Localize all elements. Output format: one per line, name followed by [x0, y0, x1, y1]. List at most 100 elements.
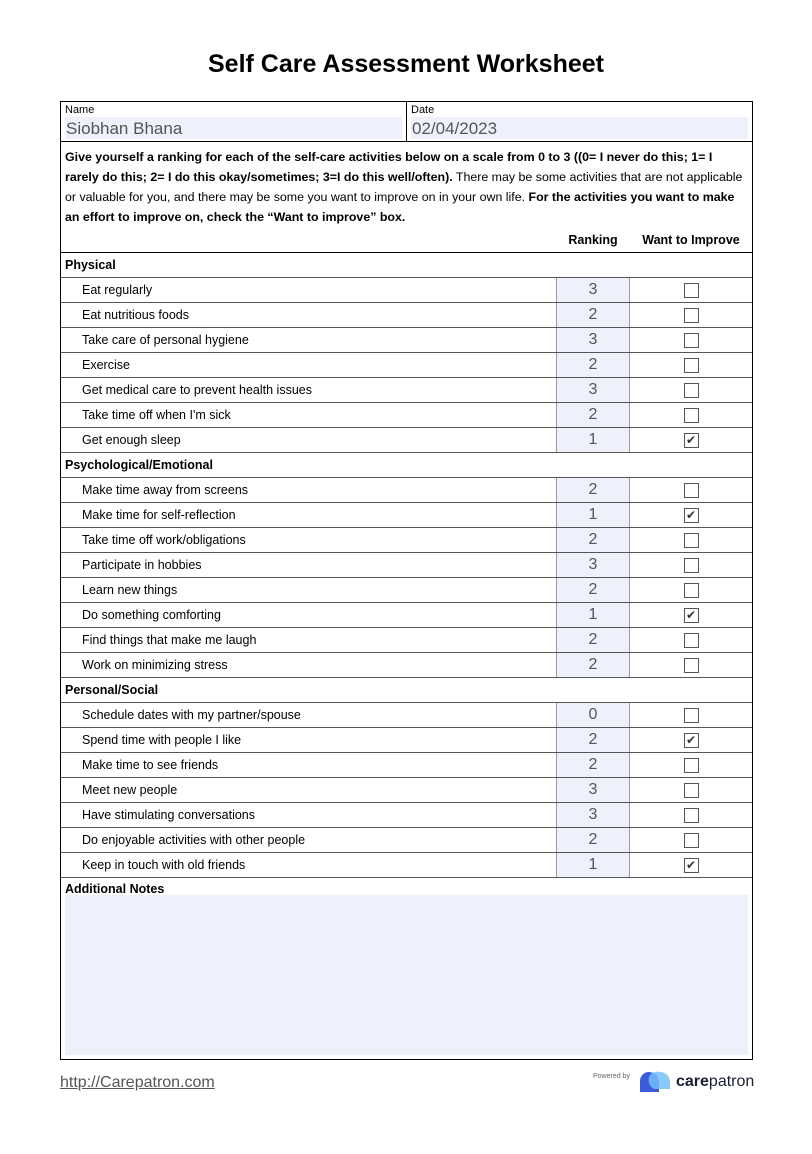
want-to-improve-checkbox[interactable]	[683, 757, 699, 773]
want-to-improve-checkbox[interactable]	[683, 807, 699, 823]
want-to-improve-checkbox[interactable]: ✔	[683, 507, 699, 523]
activity-label: Do something comforting	[82, 608, 221, 622]
activity-label: Eat nutritious foods	[82, 308, 190, 322]
section-header: Physical	[61, 253, 752, 278]
ranking-input[interactable]: 2	[556, 528, 630, 552]
improve-cell	[630, 628, 752, 652]
notes-input[interactable]	[65, 895, 748, 1055]
ranking-input[interactable]: 0	[556, 703, 630, 727]
want-to-improve-checkbox[interactable]	[683, 407, 699, 423]
carepatron-link[interactable]: http://Carepatron.com	[60, 1074, 215, 1091]
table-row: Have stimulating conversations 3	[61, 803, 752, 828]
want-to-improve-checkbox[interactable]	[683, 482, 699, 498]
improve-cell: ✔	[630, 428, 752, 452]
activity-label: Make time away from screens	[82, 483, 249, 497]
improve-cell: ✔	[630, 603, 752, 627]
improve-cell	[630, 278, 752, 302]
activity-label: Spend time with people I like	[82, 733, 242, 747]
ranking-input[interactable]: 2	[556, 403, 630, 427]
want-to-improve-checkbox[interactable]	[683, 582, 699, 598]
section-header: Psychological/Emotional	[61, 453, 752, 478]
ranking-input[interactable]: 2	[556, 353, 630, 377]
carepatron-logo-icon	[640, 1071, 670, 1092]
ranking-input[interactable]: 2	[556, 753, 630, 777]
brand-name: carepatron	[676, 1073, 755, 1090]
improve-cell	[630, 403, 752, 427]
activity-label: Participate in hobbies	[82, 558, 202, 572]
want-to-improve-checkbox[interactable]	[683, 332, 699, 348]
improve-cell: ✔	[630, 728, 752, 752]
improve-cell: ✔	[630, 853, 752, 877]
want-to-improve-checkbox[interactable]	[683, 632, 699, 648]
table-row: Take time off when I'm sick 2	[61, 403, 752, 428]
improve-cell	[630, 578, 752, 602]
want-to-improve-checkbox[interactable]	[683, 382, 699, 398]
date-field: Date 02/04/2023	[406, 102, 752, 141]
name-field: Name Siobhan Bhana	[61, 102, 406, 141]
table-row: Eat nutritious foods 2	[61, 303, 752, 328]
ranking-input[interactable]: 2	[556, 628, 630, 652]
improve-cell	[630, 828, 752, 852]
instructions-text: There may be some activities that are no…	[65, 170, 743, 204]
table-row: Make time to see friends 2	[61, 753, 752, 778]
improve-cell	[630, 753, 752, 777]
improve-cell	[630, 478, 752, 502]
improve-cell	[630, 778, 752, 802]
table-row: Take care of personal hygiene 3	[61, 328, 752, 353]
ranking-input[interactable]: 1	[556, 503, 630, 527]
want-to-improve-checkbox[interactable]	[683, 357, 699, 373]
ranking-input[interactable]: 2	[556, 478, 630, 502]
name-label: Name	[65, 104, 95, 116]
ranking-input[interactable]: 2	[556, 728, 630, 752]
want-to-improve-checkbox[interactable]	[683, 557, 699, 573]
want-to-improve-checkbox[interactable]	[683, 282, 699, 298]
want-to-improve-checkbox[interactable]: ✔	[683, 432, 699, 448]
ranking-input[interactable]: 3	[556, 378, 630, 402]
activity-label: Get medical care to prevent health issue…	[82, 383, 312, 397]
ranking-input[interactable]: 2	[556, 828, 630, 852]
activity-label: Eat regularly	[82, 283, 153, 297]
table-row: Meet new people 3	[61, 778, 752, 803]
activity-label: Keep in touch with old friends	[82, 858, 246, 872]
table-row: Make time away from screens 2	[61, 478, 752, 503]
instructions: Give yourself a ranking for each of the …	[61, 142, 752, 227]
activity-label: Learn new things	[82, 583, 178, 597]
activity-label: Find things that make me laugh	[82, 633, 257, 647]
want-to-improve-checkbox[interactable]: ✔	[683, 857, 699, 873]
name-input[interactable]: Siobhan Bhana	[65, 117, 402, 139]
ranking-input[interactable]: 3	[556, 778, 630, 802]
ranking-input[interactable]: 2	[556, 653, 630, 677]
want-to-improve-checkbox[interactable]: ✔	[683, 607, 699, 623]
section-header: Personal/Social	[61, 678, 752, 703]
ranking-input[interactable]: 1	[556, 428, 630, 452]
activity-label: Take time off work/obligations	[82, 533, 246, 547]
instructions-bold-2: For the activities you want to make an e…	[65, 190, 735, 224]
table-row: Take time off work/obligations 2	[61, 528, 752, 553]
activity-label: Schedule dates with my partner/spouse	[82, 708, 301, 722]
table-row: Keep in touch with old friends 1 ✔	[61, 853, 752, 878]
activity-label: Take time off when I'm sick	[82, 408, 231, 422]
want-to-improve-checkbox[interactable]	[683, 657, 699, 673]
ranking-input[interactable]: 2	[556, 578, 630, 602]
want-to-improve-checkbox[interactable]	[683, 832, 699, 848]
powered-by: Powered by	[593, 1073, 630, 1080]
want-to-improve-checkbox[interactable]	[683, 307, 699, 323]
table-row: Get medical care to prevent health issue…	[61, 378, 752, 403]
date-input[interactable]: 02/04/2023	[411, 117, 748, 139]
activity-label: Take care of personal hygiene	[82, 333, 249, 347]
want-to-improve-checkbox[interactable]	[683, 707, 699, 723]
ranking-input[interactable]: 2	[556, 303, 630, 327]
ranking-input[interactable]: 3	[556, 553, 630, 577]
activity-label: Meet new people	[82, 783, 178, 797]
want-to-improve-checkbox[interactable]	[683, 532, 699, 548]
ranking-input[interactable]: 3	[556, 328, 630, 352]
ranking-input[interactable]: 1	[556, 853, 630, 877]
want-to-improve-checkbox[interactable]	[683, 782, 699, 798]
activity-label: Do enjoyable activities with other peopl…	[82, 833, 306, 847]
want-to-improve-checkbox[interactable]: ✔	[683, 732, 699, 748]
ranking-input[interactable]: 3	[556, 278, 630, 302]
table-row: Make time for self-reflection 1 ✔	[61, 503, 752, 528]
ranking-input[interactable]: 3	[556, 803, 630, 827]
improve-cell	[630, 703, 752, 727]
ranking-input[interactable]: 1	[556, 603, 630, 627]
